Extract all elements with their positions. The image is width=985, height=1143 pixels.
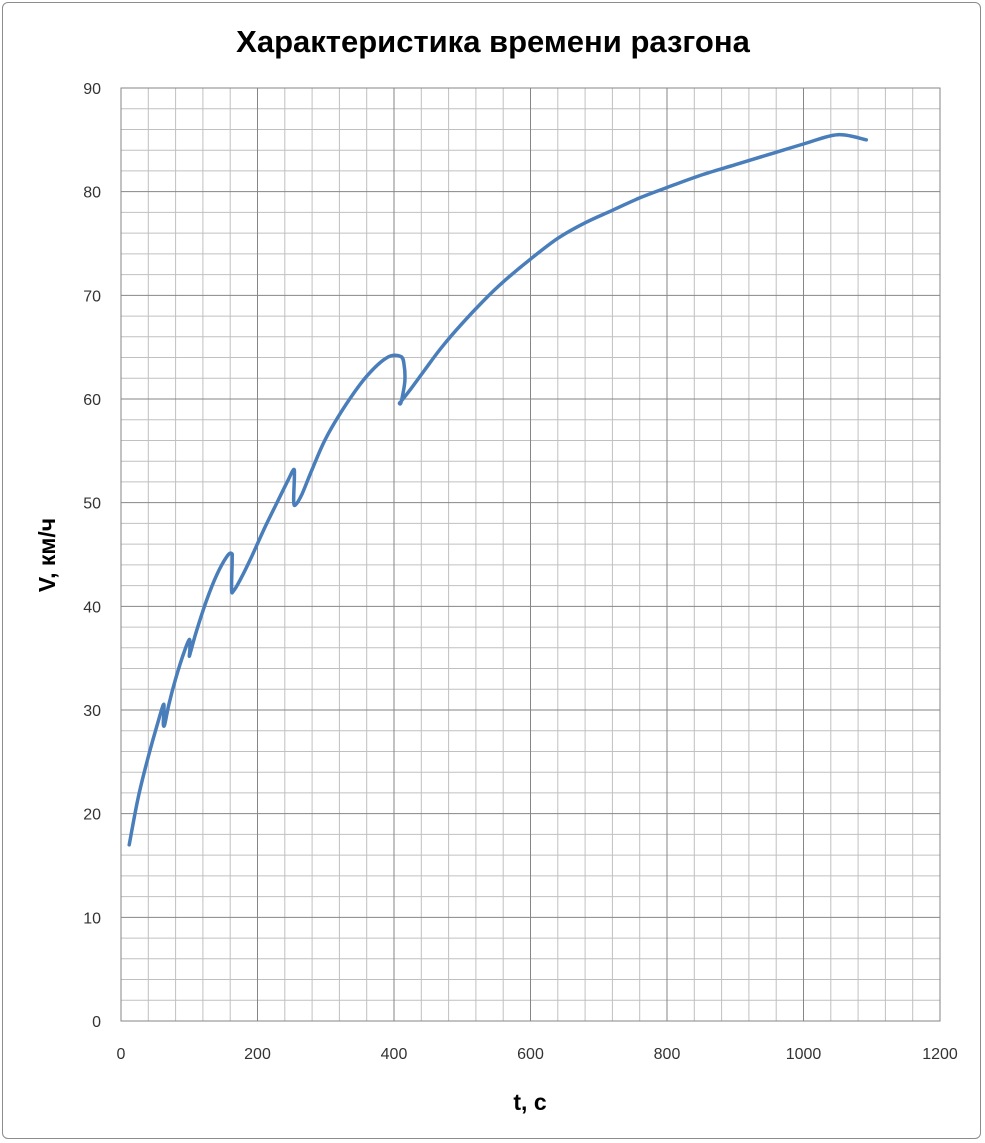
y-tick-label: 20 — [83, 807, 101, 824]
y-tick-label: 50 — [83, 496, 101, 513]
y-axis-title: V, км/ч — [34, 518, 60, 592]
x-tick-label: 0 — [117, 1046, 126, 1063]
x-axis-title: t, с — [513, 1089, 546, 1115]
y-axis-ticks: 0 10 20 30 40 50 60 70 80 90 — [83, 81, 101, 1031]
y-tick-label: 40 — [83, 599, 101, 616]
plot-area-border — [120, 87, 941, 1022]
x-tick-label: 1000 — [786, 1046, 822, 1063]
y-tick-label: 60 — [83, 392, 101, 409]
y-tick-label: 30 — [83, 703, 101, 720]
x-axis-ticks: 0 200 400 600 800 1000 1200 — [117, 1046, 958, 1063]
y-tick-label: 90 — [83, 81, 101, 98]
series-group — [127, 132, 869, 847]
x-tick-label: 600 — [517, 1046, 544, 1063]
major-gridlines — [120, 87, 941, 1022]
x-tick-label: 1200 — [922, 1046, 958, 1063]
x-tick-label: 400 — [381, 1046, 408, 1063]
y-tick-label: 0 — [92, 1014, 101, 1031]
y-tick-label: 10 — [83, 910, 101, 927]
y-tick-label: 80 — [83, 185, 101, 202]
series-line — [127, 132, 869, 847]
x-tick-label: 800 — [654, 1046, 681, 1063]
y-tick-label: 70 — [83, 288, 101, 305]
x-tick-label: 200 — [244, 1046, 271, 1063]
chart-title: Характеристика времени разгона — [236, 24, 750, 59]
